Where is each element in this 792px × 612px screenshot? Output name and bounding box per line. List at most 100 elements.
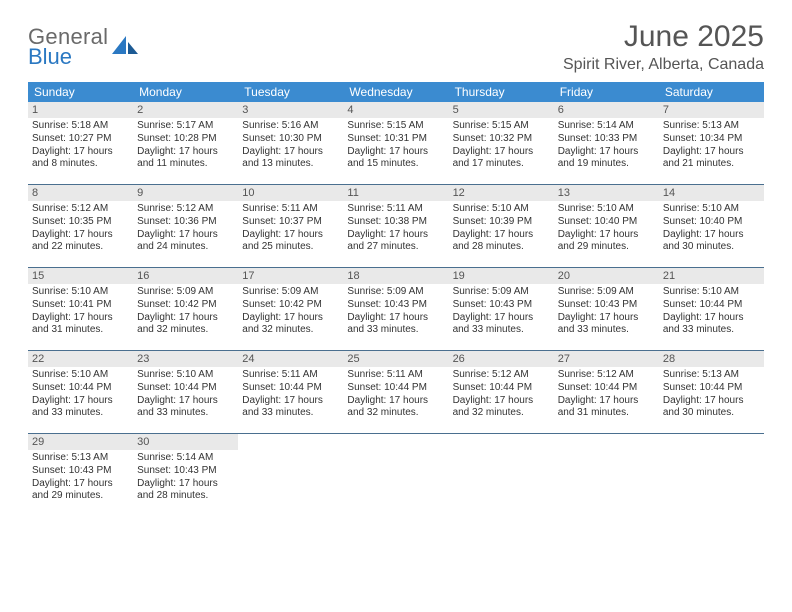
daylight-line-2: and 28 minutes. bbox=[137, 490, 234, 503]
day-number: 4 bbox=[343, 102, 448, 118]
daylight-line-1: Daylight: 17 hours bbox=[137, 395, 234, 408]
day-number: 11 bbox=[343, 185, 448, 201]
sunrise-line: Sunrise: 5:18 AM bbox=[32, 120, 129, 133]
day-number: 28 bbox=[659, 351, 764, 367]
daylight-line-2: and 28 minutes. bbox=[453, 241, 550, 254]
daylight-line-1: Daylight: 17 hours bbox=[32, 229, 129, 242]
daylight-line-2: and 33 minutes. bbox=[242, 407, 339, 420]
sunrise-line: Sunrise: 5:14 AM bbox=[558, 120, 655, 133]
sunrise-line: Sunrise: 5:09 AM bbox=[242, 286, 339, 299]
daylight-line-1: Daylight: 17 hours bbox=[453, 146, 550, 159]
week-row: 8Sunrise: 5:12 AMSunset: 10:35 PMDayligh… bbox=[28, 185, 764, 268]
daylight-line-1: Daylight: 17 hours bbox=[137, 146, 234, 159]
sunset-line: Sunset: 10:44 PM bbox=[663, 382, 760, 395]
daylight-line-1: Daylight: 17 hours bbox=[242, 229, 339, 242]
day-number: 15 bbox=[28, 268, 133, 284]
weekday-saturday: Saturday bbox=[659, 82, 764, 102]
sunrise-line: Sunrise: 5:10 AM bbox=[453, 203, 550, 216]
sunset-line: Sunset: 10:32 PM bbox=[453, 133, 550, 146]
daylight-line-2: and 13 minutes. bbox=[242, 158, 339, 171]
daylight-line-2: and 19 minutes. bbox=[558, 158, 655, 171]
day-number: 25 bbox=[343, 351, 448, 367]
sunrise-line: Sunrise: 5:09 AM bbox=[347, 286, 444, 299]
day-number: 18 bbox=[343, 268, 448, 284]
sunset-line: Sunset: 10:38 PM bbox=[347, 216, 444, 229]
day-number: 1 bbox=[28, 102, 133, 118]
daylight-line-1: Daylight: 17 hours bbox=[558, 229, 655, 242]
day-cell: 20Sunrise: 5:09 AMSunset: 10:43 PMDaylig… bbox=[554, 268, 659, 350]
daylight-line-2: and 31 minutes. bbox=[558, 407, 655, 420]
daylight-line-2: and 32 minutes. bbox=[242, 324, 339, 337]
daylight-line-1: Daylight: 17 hours bbox=[137, 312, 234, 325]
daylight-line-2: and 11 minutes. bbox=[137, 158, 234, 171]
sunrise-line: Sunrise: 5:10 AM bbox=[663, 203, 760, 216]
weekday-monday: Monday bbox=[133, 82, 238, 102]
daylight-line-1: Daylight: 17 hours bbox=[663, 395, 760, 408]
sunset-line: Sunset: 10:44 PM bbox=[32, 382, 129, 395]
sunrise-line: Sunrise: 5:09 AM bbox=[137, 286, 234, 299]
day-cell: 13Sunrise: 5:10 AMSunset: 10:40 PMDaylig… bbox=[554, 185, 659, 267]
daylight-line-2: and 15 minutes. bbox=[347, 158, 444, 171]
sunset-line: Sunset: 10:43 PM bbox=[32, 465, 129, 478]
sunrise-line: Sunrise: 5:12 AM bbox=[32, 203, 129, 216]
sunrise-line: Sunrise: 5:10 AM bbox=[32, 369, 129, 382]
daylight-line-1: Daylight: 17 hours bbox=[558, 395, 655, 408]
daylight-line-2: and 32 minutes. bbox=[453, 407, 550, 420]
day-cell: 7Sunrise: 5:13 AMSunset: 10:34 PMDayligh… bbox=[659, 102, 764, 184]
daylight-line-1: Daylight: 17 hours bbox=[663, 229, 760, 242]
sunset-line: Sunset: 10:42 PM bbox=[137, 299, 234, 312]
day-cell: 19Sunrise: 5:09 AMSunset: 10:43 PMDaylig… bbox=[449, 268, 554, 350]
day-number: 9 bbox=[133, 185, 238, 201]
daylight-line-2: and 31 minutes. bbox=[32, 324, 129, 337]
title-block: June 2025 Spirit River, Alberta, Canada bbox=[563, 20, 764, 74]
daylight-line-1: Daylight: 17 hours bbox=[453, 312, 550, 325]
day-cell: 9Sunrise: 5:12 AMSunset: 10:36 PMDayligh… bbox=[133, 185, 238, 267]
sunrise-line: Sunrise: 5:09 AM bbox=[558, 286, 655, 299]
daylight-line-1: Daylight: 17 hours bbox=[137, 478, 234, 491]
day-number: 2 bbox=[133, 102, 238, 118]
day-cell bbox=[449, 434, 554, 516]
sunset-line: Sunset: 10:44 PM bbox=[453, 382, 550, 395]
calendar: Sunday Monday Tuesday Wednesday Thursday… bbox=[28, 82, 764, 516]
sunset-line: Sunset: 10:35 PM bbox=[32, 216, 129, 229]
sunrise-line: Sunrise: 5:10 AM bbox=[558, 203, 655, 216]
day-cell: 3Sunrise: 5:16 AMSunset: 10:30 PMDayligh… bbox=[238, 102, 343, 184]
sunset-line: Sunset: 10:33 PM bbox=[558, 133, 655, 146]
daylight-line-1: Daylight: 17 hours bbox=[453, 229, 550, 242]
daylight-line-2: and 32 minutes. bbox=[347, 407, 444, 420]
day-number: 5 bbox=[449, 102, 554, 118]
day-cell: 15Sunrise: 5:10 AMSunset: 10:41 PMDaylig… bbox=[28, 268, 133, 350]
sunset-line: Sunset: 10:40 PM bbox=[663, 216, 760, 229]
day-cell: 17Sunrise: 5:09 AMSunset: 10:42 PMDaylig… bbox=[238, 268, 343, 350]
day-cell: 28Sunrise: 5:13 AMSunset: 10:44 PMDaylig… bbox=[659, 351, 764, 433]
sunrise-line: Sunrise: 5:12 AM bbox=[137, 203, 234, 216]
daylight-line-1: Daylight: 17 hours bbox=[663, 146, 760, 159]
sunrise-line: Sunrise: 5:11 AM bbox=[347, 369, 444, 382]
weekday-wednesday: Wednesday bbox=[343, 82, 448, 102]
day-number: 30 bbox=[133, 434, 238, 450]
daylight-line-2: and 33 minutes. bbox=[453, 324, 550, 337]
sunrise-line: Sunrise: 5:12 AM bbox=[453, 369, 550, 382]
daylight-line-2: and 33 minutes. bbox=[558, 324, 655, 337]
daylight-line-1: Daylight: 17 hours bbox=[558, 312, 655, 325]
brand-logo: General Blue bbox=[28, 24, 138, 70]
sunset-line: Sunset: 10:44 PM bbox=[242, 382, 339, 395]
day-cell bbox=[238, 434, 343, 516]
day-number: 23 bbox=[133, 351, 238, 367]
weekday-tuesday: Tuesday bbox=[238, 82, 343, 102]
day-number: 24 bbox=[238, 351, 343, 367]
day-number: 26 bbox=[449, 351, 554, 367]
day-cell: 11Sunrise: 5:11 AMSunset: 10:38 PMDaylig… bbox=[343, 185, 448, 267]
daylight-line-1: Daylight: 17 hours bbox=[558, 146, 655, 159]
day-number: 7 bbox=[659, 102, 764, 118]
sunset-line: Sunset: 10:28 PM bbox=[137, 133, 234, 146]
daylight-line-1: Daylight: 17 hours bbox=[347, 312, 444, 325]
weekday-friday: Friday bbox=[554, 82, 659, 102]
sunrise-line: Sunrise: 5:15 AM bbox=[347, 120, 444, 133]
sunset-line: Sunset: 10:41 PM bbox=[32, 299, 129, 312]
sunrise-line: Sunrise: 5:14 AM bbox=[137, 452, 234, 465]
sunset-line: Sunset: 10:43 PM bbox=[453, 299, 550, 312]
daylight-line-2: and 21 minutes. bbox=[663, 158, 760, 171]
sunset-line: Sunset: 10:40 PM bbox=[558, 216, 655, 229]
sunset-line: Sunset: 10:44 PM bbox=[663, 299, 760, 312]
